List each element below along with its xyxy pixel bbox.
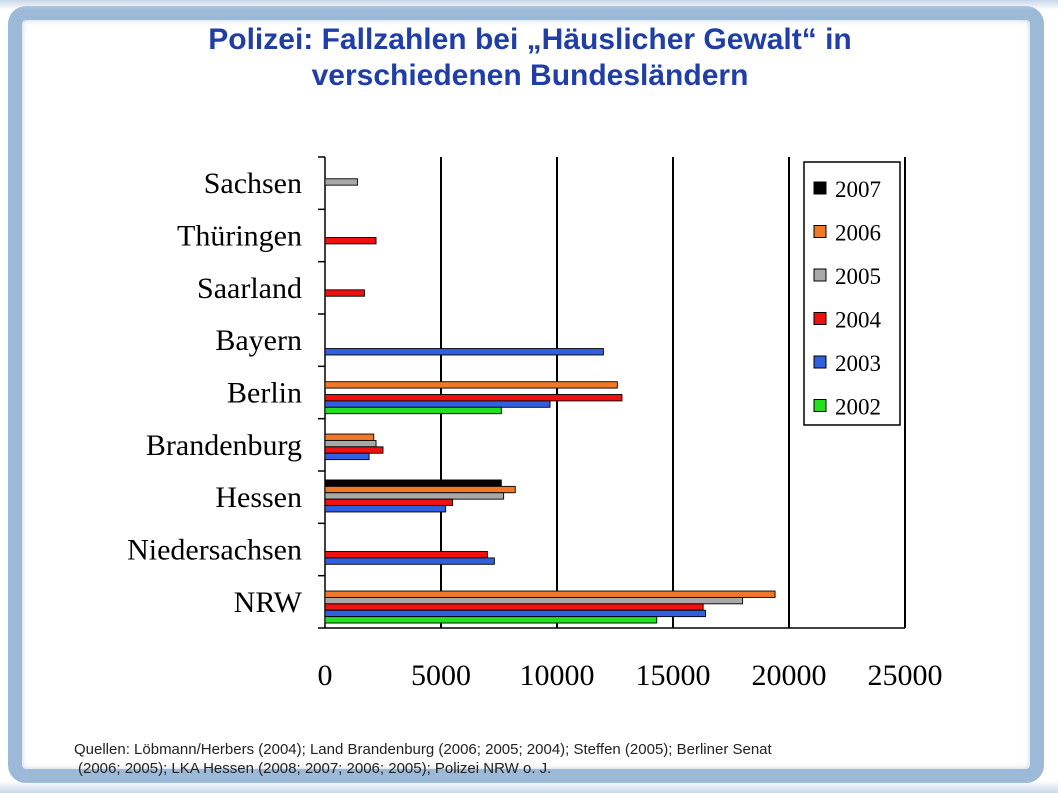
legend-label-2007: 2007	[835, 177, 881, 202]
x-tick-label-20000: 20000	[752, 659, 827, 692]
legend-label-2002: 2002	[835, 395, 881, 420]
title-line-2: verschiedenen Bundesländern	[311, 59, 749, 92]
legend-box	[803, 161, 901, 426]
category-label-nrw: NRW	[234, 586, 303, 619]
category-label-saarland: Saarland	[197, 272, 302, 305]
bar-nrw-2003	[324, 609, 706, 618]
bar-hessen-2007	[324, 479, 502, 487]
category-label-brandenburg: Brandenburg	[146, 429, 302, 462]
category-label-thueringen: Thüringen	[177, 220, 302, 253]
legend-swatch-2005	[813, 268, 827, 282]
bar-berlin-2006	[324, 381, 618, 389]
bar-nrw-2004	[324, 603, 704, 611]
legend-label-2003: 2003	[835, 351, 881, 376]
legend-swatch-2006	[813, 225, 827, 238]
bar-nrw-2002	[324, 616, 658, 624]
x-tick-label-25000: 25000	[868, 659, 943, 692]
title-line-1: Polizei: Fallzahlen bei „Häuslicher Gewa…	[208, 23, 852, 56]
x-tick-label-15000: 15000	[636, 659, 711, 692]
category-label-bayern: Bayern	[215, 324, 302, 357]
category-label-hessen: Hessen	[215, 481, 302, 514]
x-tick-label-0: 0	[318, 659, 333, 692]
bar-hessen-2003	[324, 505, 447, 513]
bar-brandenburg-2005	[324, 439, 377, 448]
bar-niedersachsen-2004	[324, 551, 488, 559]
category-label-sachsen: Sachsen	[204, 167, 302, 200]
legend-swatch-2007	[813, 181, 827, 195]
bar-bayern-2003	[324, 348, 604, 356]
bar-niedersachsen-2003	[324, 557, 495, 565]
x-tick-label-10000: 10000	[520, 659, 595, 692]
bar-brandenburg-2004	[324, 446, 384, 454]
bar-hessen-2005	[324, 492, 505, 500]
bar-berlin-2004	[324, 394, 623, 402]
source-note: Quellen: Löbmann/Herbers (2004); Land Br…	[74, 740, 994, 778]
bar-sachsen-2005	[324, 178, 358, 186]
source-line-2: (2006; 2005); LKA Hessen (2008; 2007; 20…	[78, 760, 552, 777]
source-line-1: Quellen: Löbmann/Herbers (2004); Land Br…	[74, 741, 772, 758]
category-label-berlin: Berlin	[227, 377, 302, 410]
legend-swatch-2003	[813, 355, 827, 369]
category-label-niedersachsen: Niedersachsen	[127, 534, 302, 567]
bar-brandenburg-2003	[324, 452, 370, 461]
bar-thueringen-2004	[324, 237, 377, 245]
bar-hessen-2004	[324, 498, 454, 507]
legend-swatch-2004	[813, 312, 827, 325]
slide-title: Polizei: Fallzahlen bei „Häuslicher Gewa…	[80, 22, 980, 94]
bar-nrw-2006	[324, 590, 776, 598]
legend-label-2004: 2004	[835, 308, 882, 333]
bar-berlin-2003	[324, 400, 551, 408]
legend-label-2005: 2005	[835, 264, 881, 289]
legend-label-2006: 2006	[835, 221, 881, 246]
frame-edge-top	[0, 0, 1058, 10]
bar-hessen-2006	[324, 485, 516, 494]
frame-edge-bottom	[0, 781, 1058, 793]
bar-saarland-2004	[324, 289, 365, 297]
bar-berlin-2002	[324, 406, 502, 415]
legend-swatch-2002	[813, 399, 827, 412]
bar-nrw-2005	[324, 596, 744, 605]
x-tick-label-5000: 5000	[411, 659, 471, 692]
bar-brandenburg-2006	[324, 433, 375, 441]
